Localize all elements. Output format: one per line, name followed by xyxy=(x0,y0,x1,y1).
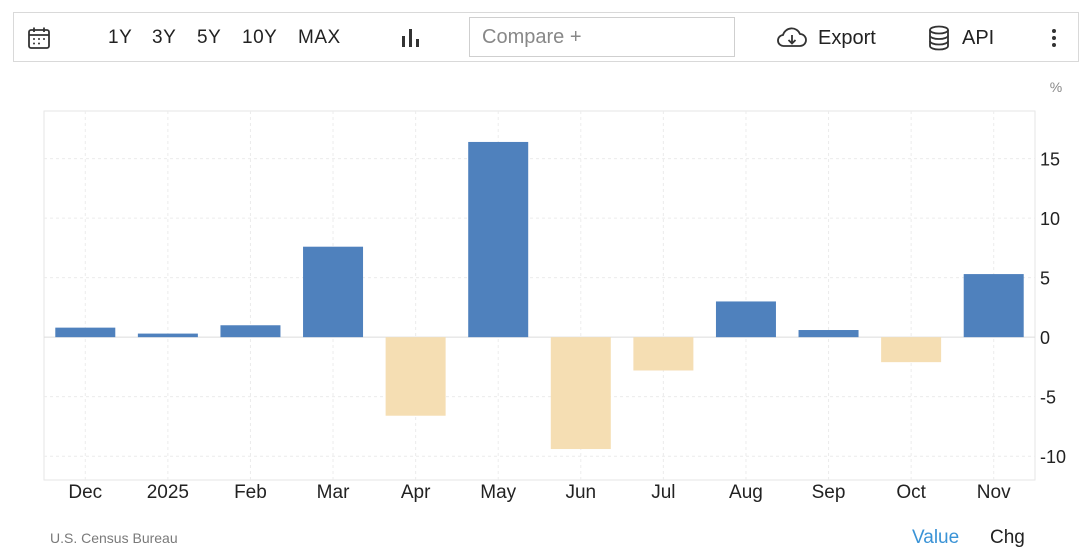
x-tick-label: Feb xyxy=(234,482,267,503)
value-tab[interactable]: Value xyxy=(912,527,960,548)
bar-sep xyxy=(798,330,859,338)
cloud-download-icon xyxy=(777,27,807,47)
y-tick-label: 0 xyxy=(1040,328,1050,348)
bar-chart-icon xyxy=(402,29,419,47)
bar-chart: % -10 -5 0 5 10 15 Dec 2025 Feb Mar Apr May Jun Jul Au… xyxy=(43,79,1066,503)
range-10y-button[interactable]: 10Y xyxy=(242,27,278,48)
compare-input[interactable] xyxy=(469,17,735,57)
export-button[interactable]: Export xyxy=(776,13,876,63)
bar-aug xyxy=(715,301,776,338)
range-1y-button[interactable]: 1Y xyxy=(108,27,133,48)
y-axis-unit-label: % xyxy=(1050,79,1062,95)
x-tick-label: Jun xyxy=(565,482,596,503)
api-label: API xyxy=(962,26,995,49)
range-max-button[interactable]: MAX xyxy=(298,27,341,48)
more-options-button[interactable] xyxy=(1044,13,1064,63)
bar-jul xyxy=(633,337,694,371)
calendar-icon-glyph xyxy=(28,27,50,49)
export-label: Export xyxy=(818,26,876,49)
x-tick-label: Dec xyxy=(68,482,102,503)
bar-2025 xyxy=(137,333,198,338)
range-3y-button[interactable]: 3Y xyxy=(152,27,177,48)
x-tick-label: Oct xyxy=(896,482,926,503)
bar-dec xyxy=(55,327,116,338)
x-tick-label: Mar xyxy=(317,482,350,503)
x-tick-label: Sep xyxy=(812,482,846,503)
bar-oct xyxy=(881,337,942,363)
chart-type-button[interactable] xyxy=(400,13,422,63)
x-tick-label: Apr xyxy=(401,482,431,503)
chg-tab[interactable]: Chg xyxy=(990,527,1025,548)
toolbar: 1Y 3Y 5Y 10Y MAX Export API xyxy=(13,12,1079,62)
y-tick-label: -5 xyxy=(1040,388,1056,408)
bar-mar xyxy=(303,246,364,338)
bar-feb xyxy=(220,325,281,338)
bar-may xyxy=(468,141,529,338)
kebab-menu-icon xyxy=(1052,29,1056,47)
range-5y-button[interactable]: 5Y xyxy=(197,27,222,48)
y-tick-label: 15 xyxy=(1040,150,1060,170)
api-button[interactable]: API xyxy=(928,13,994,63)
x-tick-label: Aug xyxy=(729,482,763,503)
plot-frame xyxy=(43,110,1036,481)
y-tick-label: 10 xyxy=(1040,209,1060,229)
x-tick-label: May xyxy=(480,482,516,503)
calendar-icon[interactable] xyxy=(27,13,51,63)
database-icon xyxy=(929,25,949,51)
bar-nov xyxy=(963,274,1024,338)
x-tick-label: 2025 xyxy=(147,482,189,503)
x-tick-label: Nov xyxy=(977,482,1011,503)
data-source-label: U.S. Census Bureau xyxy=(50,530,178,546)
bar-apr xyxy=(385,337,446,416)
y-tick-label: 5 xyxy=(1040,269,1050,289)
x-tick-label: Jul xyxy=(651,482,675,503)
y-tick-label: -10 xyxy=(1040,447,1066,467)
bar-jun xyxy=(550,337,611,450)
